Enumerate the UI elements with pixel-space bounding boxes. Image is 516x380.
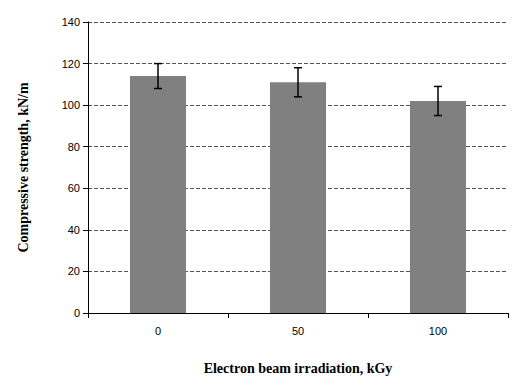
svg-text:40: 40 <box>68 224 80 236</box>
svg-text:Compressive strength, kN/m: Compressive strength, kN/m <box>16 82 31 253</box>
svg-text:Electron beam irradiation, kGy: Electron beam irradiation, kGy <box>204 361 393 376</box>
svg-text:100: 100 <box>429 325 447 337</box>
svg-text:80: 80 <box>68 141 80 153</box>
svg-text:0: 0 <box>155 325 161 337</box>
svg-text:100: 100 <box>62 99 80 111</box>
svg-text:20: 20 <box>68 265 80 277</box>
svg-text:50: 50 <box>292 325 304 337</box>
svg-text:60: 60 <box>68 182 80 194</box>
svg-text:120: 120 <box>62 58 80 70</box>
svg-text:0: 0 <box>74 307 80 319</box>
svg-text:140: 140 <box>62 16 80 28</box>
